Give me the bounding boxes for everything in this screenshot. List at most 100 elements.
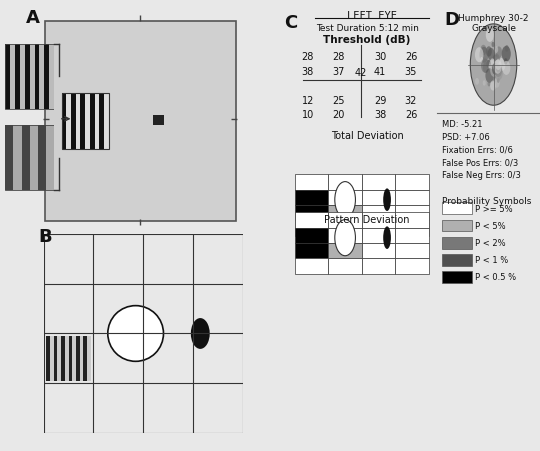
Text: 28: 28: [301, 52, 314, 62]
Text: Probability Symbols: Probability Symbols: [442, 196, 531, 205]
Bar: [328, 175, 362, 190]
Bar: [22, 126, 30, 191]
Bar: [362, 206, 395, 221]
Text: 38: 38: [301, 67, 314, 77]
Bar: [328, 228, 362, 244]
Circle shape: [481, 60, 489, 74]
Circle shape: [494, 66, 503, 81]
Text: P < 0.5 %: P < 0.5 %: [475, 273, 516, 282]
Bar: [442, 254, 471, 266]
Bar: [99, 94, 104, 149]
Circle shape: [475, 79, 479, 86]
Circle shape: [494, 46, 496, 51]
Bar: [395, 190, 429, 206]
Bar: [76, 336, 80, 381]
Bar: [94, 94, 99, 149]
Bar: [39, 45, 44, 110]
Bar: [30, 45, 35, 110]
Bar: [328, 213, 362, 228]
Circle shape: [475, 48, 483, 63]
Bar: [66, 94, 71, 149]
Text: A: A: [26, 9, 39, 27]
Bar: [38, 126, 46, 191]
Circle shape: [498, 59, 505, 72]
Bar: [69, 336, 72, 381]
Bar: [295, 244, 328, 259]
Text: C: C: [285, 14, 298, 32]
Bar: [395, 206, 429, 221]
Ellipse shape: [383, 227, 391, 249]
Bar: [15, 45, 20, 110]
Circle shape: [502, 47, 511, 63]
Bar: [295, 259, 328, 274]
Bar: [328, 190, 362, 206]
Circle shape: [494, 55, 500, 65]
Bar: [10, 45, 15, 110]
Text: 20: 20: [333, 110, 345, 120]
Text: 30: 30: [374, 52, 386, 62]
Text: P < 5%: P < 5%: [475, 221, 505, 230]
Bar: [5, 126, 54, 191]
Circle shape: [490, 59, 495, 67]
Bar: [295, 213, 328, 228]
Circle shape: [490, 64, 498, 78]
Circle shape: [483, 81, 486, 87]
Circle shape: [504, 59, 508, 65]
Bar: [362, 228, 395, 244]
Circle shape: [108, 306, 164, 362]
Text: P >= 5%: P >= 5%: [475, 204, 512, 213]
Bar: [50, 336, 53, 381]
Circle shape: [486, 47, 492, 57]
Text: 32: 32: [405, 96, 417, 106]
Bar: [295, 175, 328, 190]
Bar: [295, 228, 328, 244]
Bar: [295, 206, 328, 221]
Bar: [53, 336, 57, 381]
Text: Humphrey 30-2
Grayscale: Humphrey 30-2 Grayscale: [458, 14, 529, 33]
Bar: [295, 190, 328, 206]
Bar: [5, 45, 54, 110]
Circle shape: [489, 60, 496, 73]
Circle shape: [480, 58, 483, 64]
Text: Test Duration 5:12 min: Test Duration 5:12 min: [315, 23, 418, 32]
Circle shape: [480, 48, 489, 64]
Bar: [80, 336, 84, 381]
Bar: [65, 336, 69, 381]
Text: 29: 29: [374, 96, 386, 106]
Bar: [80, 94, 85, 149]
Bar: [295, 221, 328, 236]
Bar: [35, 45, 39, 110]
Bar: [328, 221, 362, 236]
Text: 26: 26: [405, 52, 417, 62]
Circle shape: [496, 65, 501, 74]
Text: 10: 10: [301, 110, 314, 120]
Text: LEFT EYE: LEFT EYE: [347, 11, 397, 21]
Circle shape: [492, 59, 499, 70]
Text: Threshold (dB): Threshold (dB): [323, 35, 411, 45]
Text: 25: 25: [333, 96, 345, 106]
Circle shape: [497, 79, 500, 84]
Circle shape: [483, 63, 489, 74]
Bar: [395, 228, 429, 244]
Bar: [5, 126, 14, 191]
Bar: [49, 45, 54, 110]
Circle shape: [486, 29, 494, 43]
Circle shape: [492, 55, 498, 64]
Text: 35: 35: [405, 67, 417, 77]
Circle shape: [488, 82, 490, 87]
Circle shape: [494, 47, 498, 54]
Bar: [328, 244, 362, 259]
Circle shape: [335, 182, 355, 218]
Bar: [362, 221, 395, 236]
Bar: [362, 190, 395, 206]
Circle shape: [491, 43, 495, 48]
Circle shape: [505, 46, 509, 53]
Bar: [62, 94, 109, 149]
Bar: [328, 206, 362, 221]
Circle shape: [494, 60, 502, 74]
Bar: [442, 237, 471, 249]
Circle shape: [496, 47, 502, 59]
Text: P < 2%: P < 2%: [475, 239, 505, 248]
Bar: [362, 259, 395, 274]
Bar: [395, 259, 429, 274]
